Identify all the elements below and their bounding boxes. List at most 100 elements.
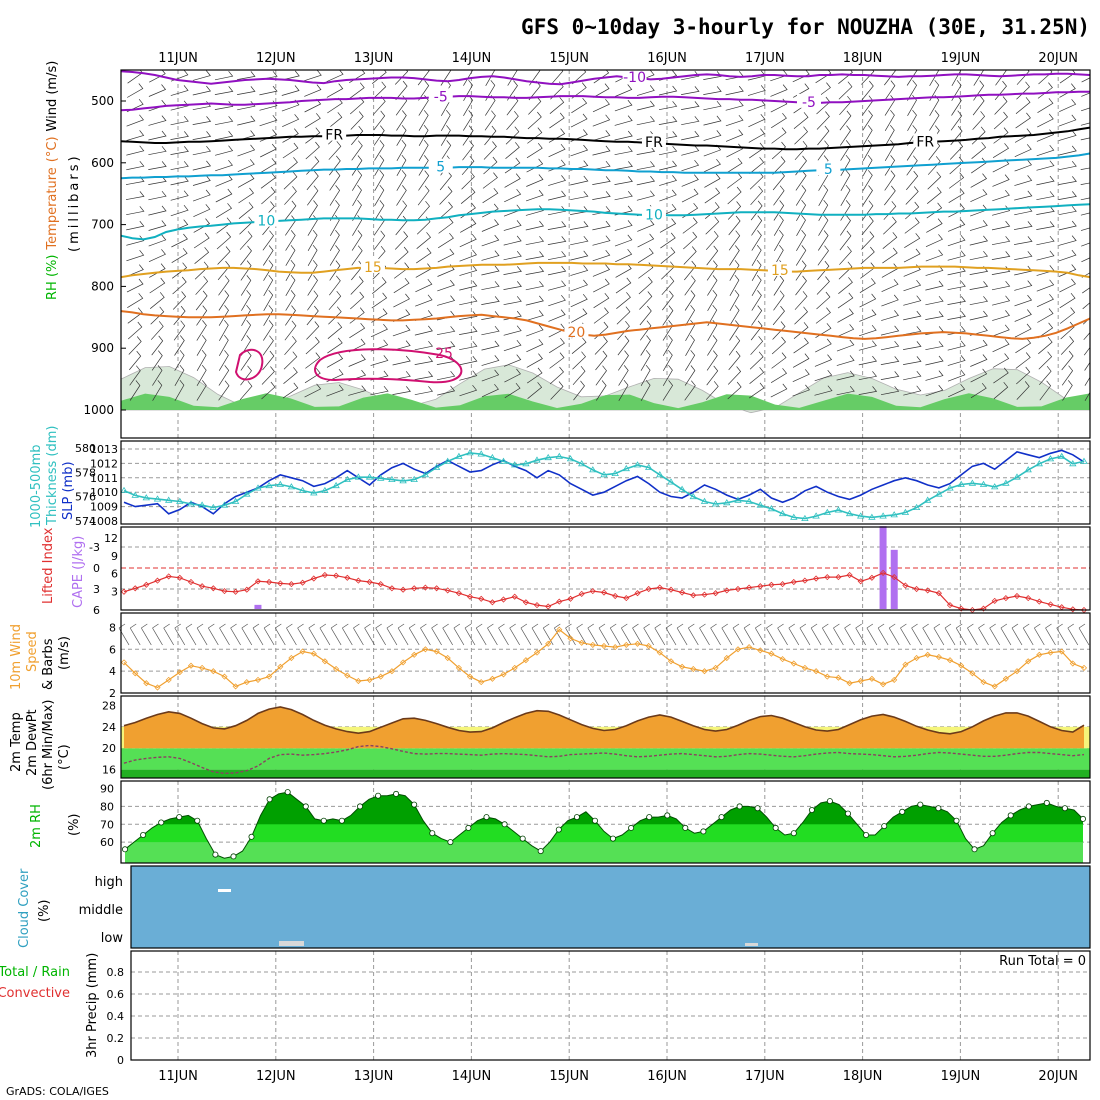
wind-barb-10m	[487, 623, 498, 646]
thickness-marker	[153, 495, 162, 502]
wind-barb	[1058, 264, 1077, 277]
wind-barb	[459, 326, 478, 335]
wind-barb	[859, 293, 877, 308]
wind-barb	[795, 185, 807, 206]
wind-barb	[306, 305, 319, 326]
wind-barb	[436, 370, 456, 381]
panel-frame	[120, 612, 1091, 694]
wind-barb	[307, 290, 319, 311]
thickness-marker	[142, 494, 151, 501]
wind-barb-10m	[877, 623, 889, 646]
wind-barb	[482, 203, 499, 218]
thickness-marker	[845, 509, 854, 517]
wind-barb	[283, 367, 298, 384]
cloud-cover-field	[131, 866, 1090, 948]
panel-frame	[120, 695, 1091, 779]
wind-barb	[1038, 70, 1053, 85]
wind-barb	[748, 128, 765, 143]
wind-barb	[150, 321, 164, 340]
lifted-index-marker	[478, 595, 485, 602]
wind-speed-marker	[868, 675, 875, 682]
date-label-bottom: 14JUN	[452, 1069, 492, 1084]
rh-marker	[881, 823, 888, 830]
wind-barb	[836, 370, 855, 381]
wind-barb	[547, 236, 567, 245]
wind-barb	[439, 186, 453, 205]
wind-barb	[570, 175, 589, 186]
y-tick-label-right: 1012	[90, 457, 118, 470]
wind-barb	[817, 260, 830, 281]
wind-barb	[992, 143, 1010, 158]
wind-barb	[260, 172, 276, 189]
y-tick-label-left: 6	[93, 604, 100, 617]
wind-barb	[614, 84, 633, 97]
wind-barb	[947, 369, 966, 382]
wind-barb	[550, 381, 564, 400]
wind-barb	[792, 384, 810, 397]
wind-barb	[1080, 212, 1090, 216]
wind-barb	[637, 233, 655, 248]
wind-barb	[238, 187, 255, 204]
wind-barb	[636, 146, 656, 155]
isotherm-label: 10	[257, 214, 275, 230]
wind-barb-10m	[330, 623, 342, 646]
wind-speed-marker	[165, 676, 172, 683]
rh-marker	[122, 846, 129, 853]
lifted-index-marker	[444, 587, 451, 594]
wind-barb	[992, 324, 1010, 337]
wind-barb	[171, 233, 188, 248]
wind-barb	[149, 292, 165, 309]
y-tick-label: 500	[91, 94, 114, 108]
wind-barb	[969, 220, 988, 231]
wind-barb	[1080, 107, 1090, 112]
wind-barb	[414, 340, 434, 351]
wind-barb	[640, 320, 652, 341]
lifted-index-marker	[779, 581, 786, 588]
isotherm-label-bg	[767, 261, 792, 276]
wind-barb	[749, 351, 764, 370]
wind-barb	[282, 382, 299, 399]
y-tick-label: 6	[109, 643, 116, 656]
rh-marker	[411, 801, 418, 808]
wind-barb	[396, 125, 407, 146]
isotherm-label: 10	[645, 207, 663, 223]
wind-barb	[773, 229, 784, 251]
wind-barb	[971, 126, 986, 145]
wind-speed-marker	[746, 644, 753, 651]
frames-layer	[120, 69, 1091, 1061]
wind-barb	[1014, 251, 1033, 261]
lifted-index-marker	[533, 602, 541, 609]
wind-barb	[393, 277, 410, 294]
wind-barb	[836, 339, 855, 352]
wind-barb-10m	[654, 623, 666, 646]
thickness-marker	[321, 486, 329, 493]
wind-barb	[659, 218, 677, 233]
wind-barb	[392, 340, 411, 351]
wind-barb	[440, 109, 451, 131]
wind-barb	[240, 275, 252, 296]
wind-speed-marker	[310, 650, 317, 657]
wind-barb	[437, 279, 455, 292]
wind-barb	[972, 95, 985, 116]
wind-barb	[1014, 221, 1033, 230]
wind-barb	[970, 354, 988, 367]
wind-barb	[927, 156, 941, 175]
thickness-marker	[522, 460, 530, 467]
wind-barb	[440, 125, 451, 146]
lifted-index-marker	[790, 578, 797, 586]
wind-barb	[240, 350, 252, 371]
wind-barb-10m	[922, 623, 934, 646]
wind-barb	[148, 146, 167, 156]
wind-barb	[751, 230, 762, 251]
wind-barb	[1038, 351, 1053, 370]
y-tick-label: 700	[91, 218, 114, 232]
wind-barb	[1036, 175, 1055, 186]
wind-barb	[196, 335, 207, 356]
wind-barb	[527, 111, 542, 130]
wind-barb-10m	[174, 623, 186, 646]
wind-barb	[352, 215, 363, 236]
wind-barb	[618, 379, 629, 401]
wind-barb	[593, 278, 610, 293]
wind-barb	[1083, 346, 1090, 356]
wind-barb	[1014, 144, 1032, 158]
